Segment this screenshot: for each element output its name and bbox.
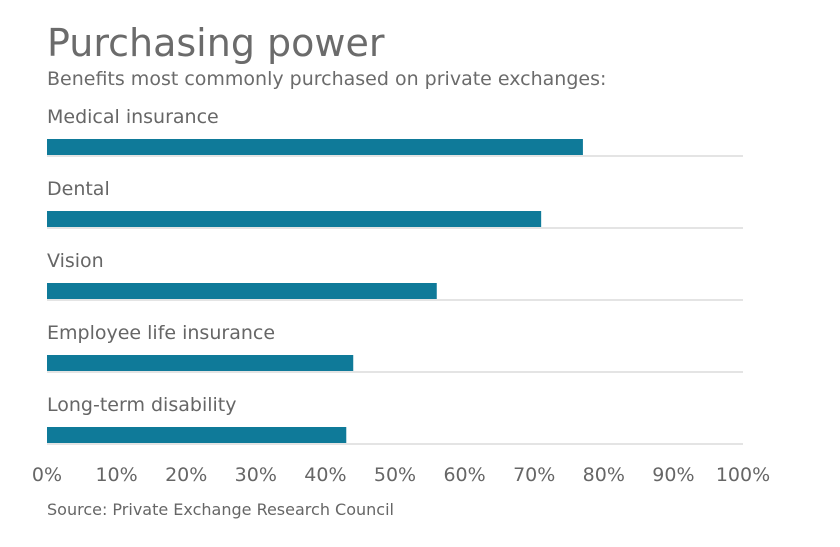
category-label: Long-term disability [47, 394, 236, 416]
category-label: Dental [47, 178, 110, 200]
x-tick-label: 60% [443, 464, 485, 486]
x-tick-label: 50% [374, 464, 416, 486]
x-tick-label: 0% [32, 464, 62, 486]
chart-subtitle: Benefits most commonly purchased on priv… [47, 68, 606, 90]
bar [47, 283, 437, 299]
chart-title: Purchasing power [47, 21, 385, 65]
bars-group: Medical insurance Dental Vision Employee li… [47, 106, 743, 445]
bar [47, 355, 354, 371]
bar [47, 139, 583, 155]
category-label: Employee life insurance [47, 322, 275, 344]
bar [47, 427, 347, 443]
x-tick-label: 100% [716, 464, 770, 486]
x-tick-label: 80% [583, 464, 625, 486]
x-tick-label: 10% [95, 464, 137, 486]
category-label: Medical insurance [47, 106, 219, 128]
x-axis-tick-labels: 0% 10% 20% 30% 40% 50% 60% 70% 80% 90% 100% [32, 464, 770, 486]
x-tick-label: 40% [304, 464, 346, 486]
category-label: Vision [47, 250, 104, 272]
bar [47, 211, 542, 227]
x-tick-label: 20% [165, 464, 207, 486]
x-tick-label: 70% [513, 464, 555, 486]
chart-source: Source: Private Exchange Research Counci… [47, 500, 394, 519]
x-tick-label: 30% [235, 464, 277, 486]
x-tick-label: 90% [652, 464, 694, 486]
